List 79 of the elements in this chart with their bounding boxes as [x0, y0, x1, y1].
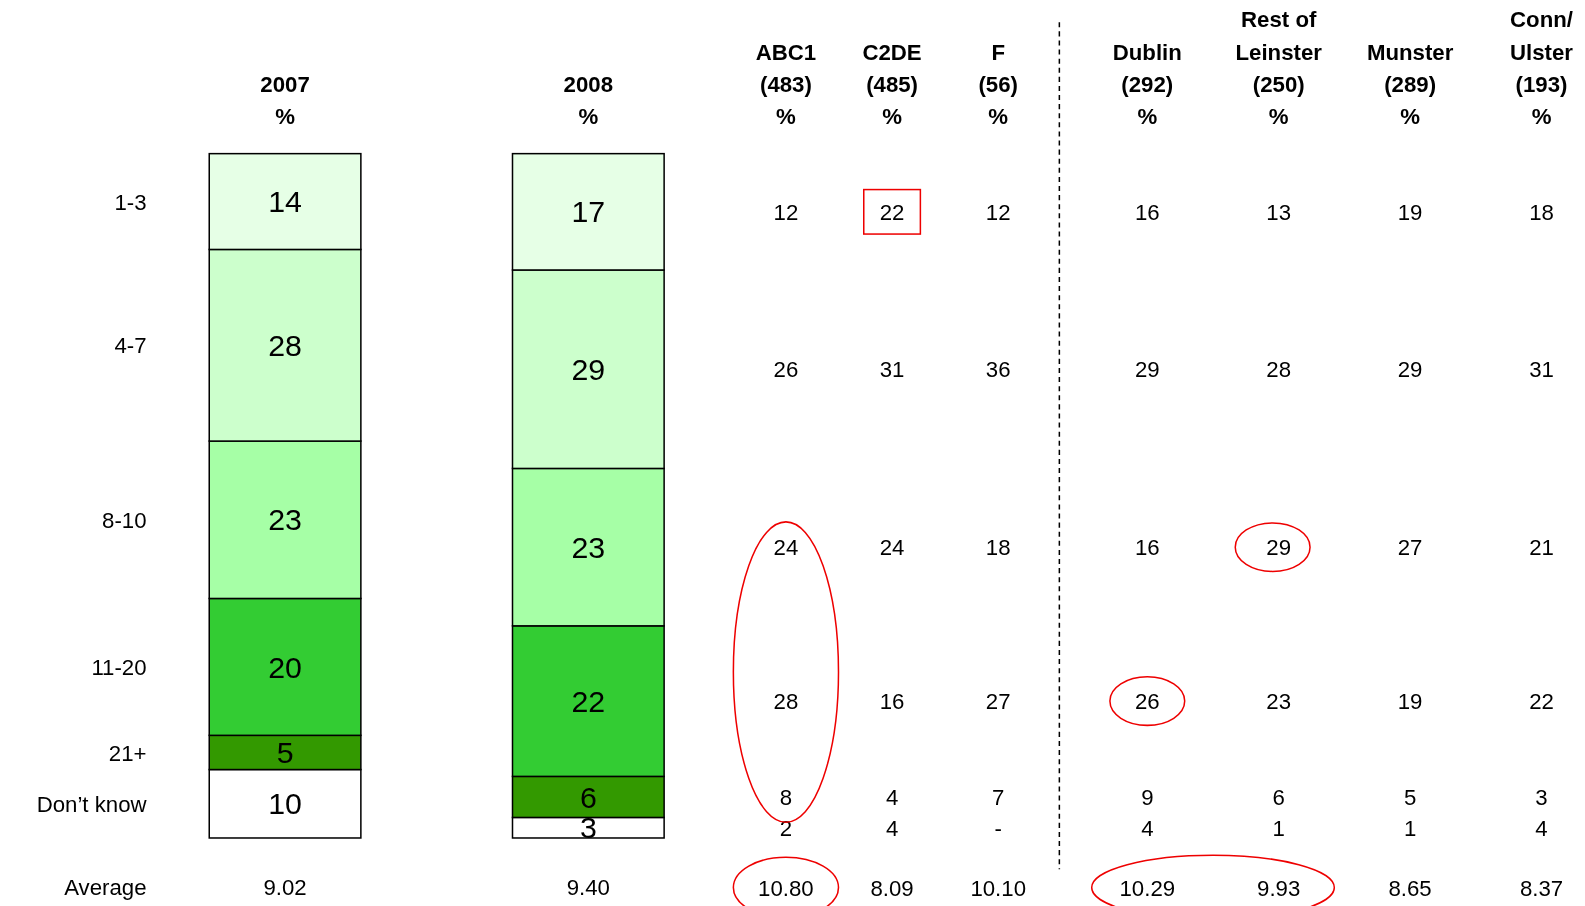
text: 29 — [1397, 357, 1423, 383]
text: 6 — [1272, 785, 1285, 811]
text: 22 — [1529, 689, 1554, 715]
text: 27 — [1397, 535, 1423, 561]
data-label: 6 — [579, 780, 597, 814]
text: 21 — [1529, 535, 1554, 561]
text: 24 — [773, 535, 799, 561]
text: 10.10 — [970, 875, 1027, 901]
text: 4-7 — [114, 333, 147, 359]
text: 9 — [1141, 785, 1154, 811]
text: 22 — [879, 199, 905, 225]
text: 3 — [1535, 785, 1548, 811]
text: 21+ — [108, 740, 147, 766]
text: 31 — [879, 357, 905, 383]
category-label: F (56) % — [978, 39, 1018, 130]
text: 19 — [1397, 689, 1423, 715]
data-label: 17 — [571, 195, 606, 229]
text: Average — [64, 874, 147, 900]
text: 24 — [879, 535, 905, 561]
category-label: Dublin (292) % — [1112, 39, 1182, 130]
text: 4 — [1141, 815, 1154, 841]
text: - — [994, 815, 1002, 841]
text: 16 — [1134, 535, 1160, 561]
x-tick-label: 2007 % — [260, 71, 310, 130]
text: 27 — [985, 689, 1011, 715]
data-label: 29 — [571, 352, 606, 386]
text: 8 — [779, 785, 793, 811]
text: 8.09 — [870, 875, 914, 901]
text: 19 — [1397, 199, 1423, 225]
text: 29 — [1266, 535, 1292, 561]
category-label: C2DE (485) % — [862, 39, 922, 130]
x-tick-label: 2008 % — [563, 71, 614, 130]
text: 31 — [1529, 357, 1554, 383]
text: 9.93 — [1257, 875, 1301, 901]
data-label: 22 — [571, 684, 606, 718]
text: 12 — [985, 199, 1011, 225]
data-label: 23 — [571, 530, 606, 564]
category-label: Munster (289) % — [1366, 39, 1454, 130]
text: 4 — [885, 785, 899, 811]
text: 12 — [773, 199, 799, 225]
text: 16 — [879, 689, 905, 715]
text: 10.29 — [1119, 875, 1176, 901]
text: 36 — [985, 357, 1011, 383]
text: 1 — [1403, 815, 1417, 841]
text: 28 — [773, 689, 799, 715]
text: 29 — [1134, 357, 1160, 383]
text: 4 — [885, 815, 899, 841]
data-label: 23 — [268, 503, 302, 537]
data-label: 28 — [268, 328, 302, 362]
category-label: ABC1 (483) % — [755, 39, 817, 130]
text: 4 — [1535, 815, 1548, 841]
data-label: 10 — [268, 787, 302, 821]
text: 23 — [1266, 689, 1292, 715]
text: 5 — [1403, 785, 1417, 811]
text: 13 — [1266, 199, 1292, 225]
text: 1-3 — [114, 189, 147, 215]
text: 9.02 — [263, 874, 307, 900]
data-label: 20 — [268, 650, 302, 684]
text: 9.40 — [566, 874, 610, 900]
text: 16 — [1134, 199, 1160, 225]
text: 18 — [985, 535, 1011, 561]
text: 28 — [1266, 357, 1292, 383]
text: 7 — [992, 785, 1005, 811]
data-label: 5 — [276, 736, 294, 770]
text: 26 — [773, 357, 799, 383]
text: 8.65 — [1388, 875, 1432, 901]
text: 8-10 — [102, 507, 147, 533]
text: 18 — [1529, 199, 1554, 225]
text: 2 — [779, 815, 793, 841]
text: 8.37 — [1519, 875, 1564, 901]
text: 1 — [1272, 815, 1285, 841]
category-label: Conn/ Ulster (193) % — [1510, 7, 1574, 130]
text: Don’t know — [36, 791, 148, 817]
text: 26 — [1134, 689, 1160, 715]
category-label: Rest of Leinster (250) % — [1235, 7, 1323, 130]
data-label: 14 — [268, 185, 302, 219]
text: 10.80 — [758, 875, 814, 901]
data-label: 3 — [579, 811, 597, 845]
text: 11-20 — [91, 654, 147, 680]
